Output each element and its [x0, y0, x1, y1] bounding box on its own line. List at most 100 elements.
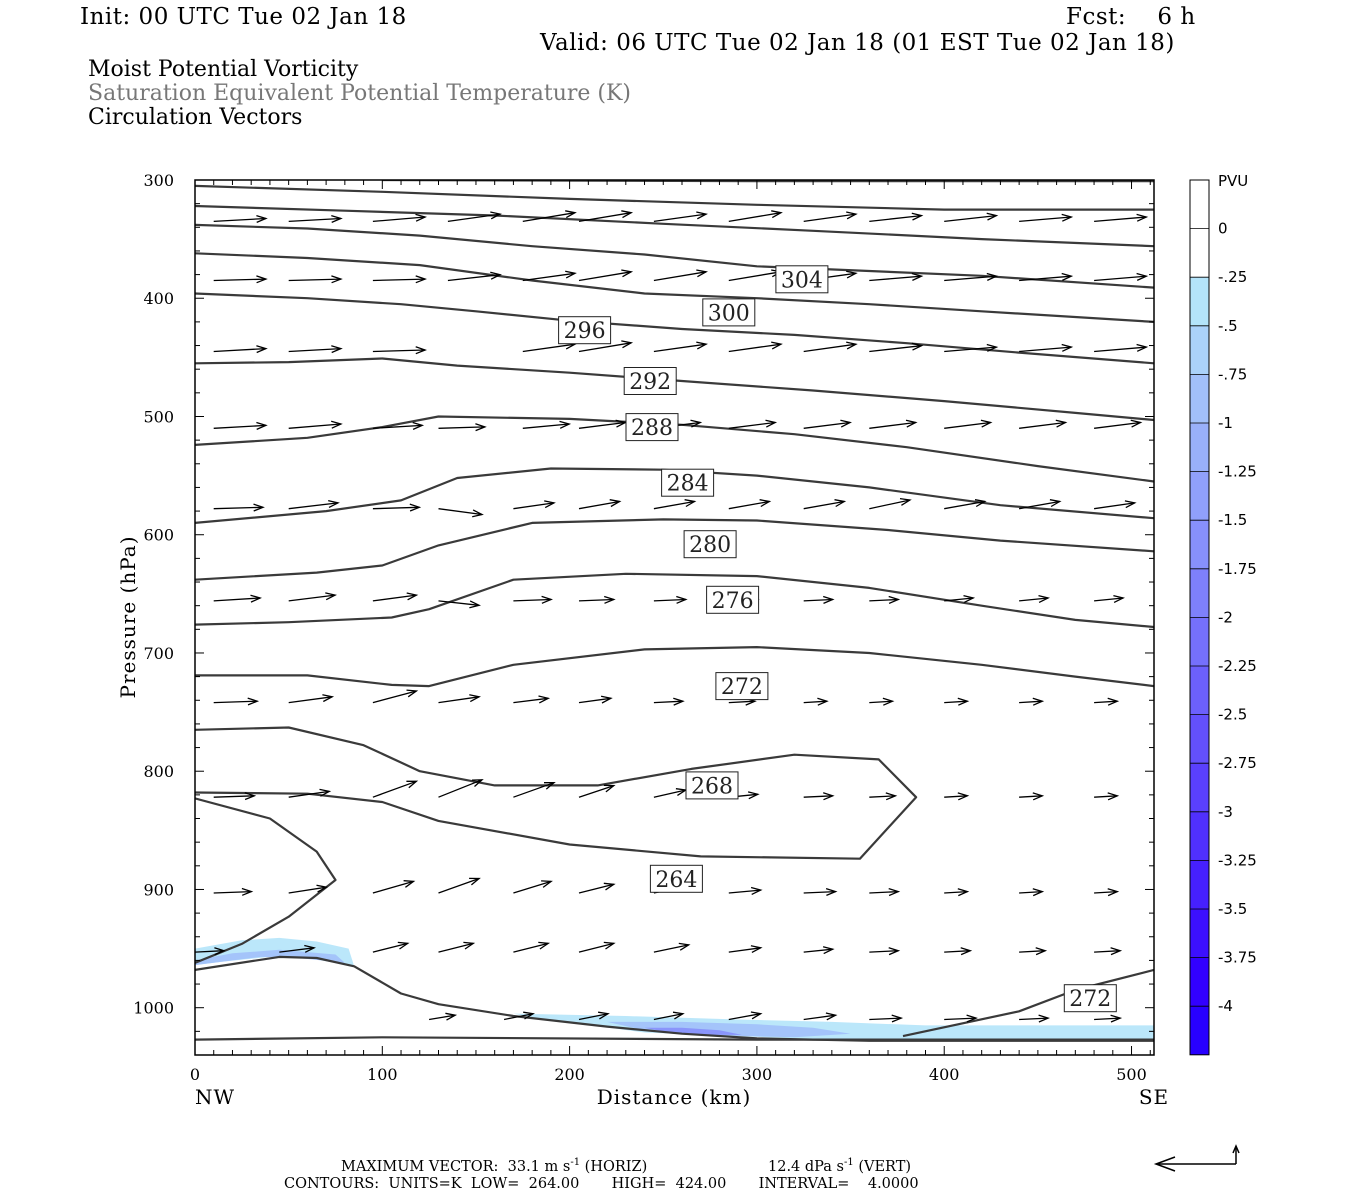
vector-head: [1107, 888, 1120, 897]
vector-4-7: [728, 499, 772, 510]
vector-9-2: [372, 941, 410, 953]
vector-head: [823, 595, 835, 604]
vector-head: [406, 592, 419, 601]
vector-0-8: [803, 211, 858, 223]
colorbar-swatch-2: [1190, 277, 1209, 326]
vector-shaft: [288, 423, 341, 429]
vector-shaft: [803, 213, 856, 223]
vector-shaft: [869, 700, 893, 704]
vector-head: [469, 600, 481, 609]
vector-head: [888, 595, 901, 604]
pv-shade-1-1: [607, 1021, 851, 1038]
vector-5-11: [1019, 594, 1050, 603]
vector-5-0: [213, 594, 262, 603]
vector-head: [1136, 213, 1149, 222]
contour-label-text: 296: [564, 319, 606, 344]
vector-head: [471, 779, 484, 787]
vector-8-9: [869, 887, 901, 897]
vector-1-5: [578, 269, 634, 282]
vector-head: [957, 792, 970, 801]
vector-head: [823, 792, 835, 801]
vector-1-11: [1019, 272, 1074, 282]
vector-shaft: [653, 598, 686, 602]
vector-head: [974, 499, 987, 508]
vector-head: [565, 270, 577, 279]
vector-shaft: [944, 275, 997, 282]
vector-shaft: [438, 508, 483, 516]
contour-label-text: 280: [689, 533, 731, 558]
vector-shaft: [522, 212, 576, 223]
vector-7-9: [869, 792, 898, 801]
vector-shaft: [1019, 950, 1046, 953]
vector-shaft: [578, 942, 614, 953]
vector-shaft: [578, 500, 620, 510]
vector-shaft: [1094, 950, 1121, 953]
colorbar-tick-label: -.75: [1218, 365, 1247, 383]
vector-head: [490, 211, 502, 220]
contour-label-box: [625, 413, 679, 442]
vector-head: [888, 947, 901, 956]
vector-shaft: [372, 594, 417, 602]
y-tick-label: 300: [143, 171, 174, 190]
colorbar-tick-label: -2: [1218, 608, 1233, 626]
colorbar-tick-label: -2.25: [1218, 657, 1257, 675]
vector-head: [256, 345, 268, 354]
y-tick-label: 500: [143, 408, 174, 427]
y-tick-label: 700: [143, 644, 174, 663]
vector-4-12: [1094, 500, 1137, 510]
vector-head: [1130, 419, 1143, 428]
vector-shaft: [869, 950, 899, 953]
vector-head: [834, 499, 847, 508]
vector-head: [986, 343, 999, 352]
vector-10-5: [803, 1012, 838, 1021]
vector-3-12: [1094, 419, 1143, 429]
vector-head: [523, 1011, 535, 1020]
vector-shaft: [578, 697, 611, 704]
pv-shading-layer: [195, 937, 1154, 1040]
vector-1-10: [944, 272, 999, 282]
vector-shaft: [372, 880, 414, 894]
vector-shaft: [803, 343, 856, 353]
init-time: Init: 00 UTC Tue 02 Jan 18: [80, 4, 407, 30]
vector-head: [1049, 499, 1062, 508]
vector-shaft: [213, 597, 261, 602]
vector-shaft: [1094, 795, 1118, 798]
vector-shaft: [1019, 1017, 1049, 1021]
x-right-end-label: SE: [1139, 1085, 1169, 1109]
vector-shaft: [447, 274, 501, 282]
vector-shaft: [944, 346, 997, 353]
vector-7-12: [1094, 792, 1120, 801]
vector-shaft: [944, 500, 985, 510]
vector-head: [1124, 500, 1137, 509]
vector-head: [603, 941, 616, 950]
vector-shaft: [503, 1013, 534, 1021]
vector-shaft: [653, 1013, 684, 1021]
vector-7-10: [944, 792, 970, 801]
vector-head: [747, 791, 760, 800]
vector-shaft: [869, 421, 916, 429]
vector-2-0: [213, 345, 268, 354]
vector-3-0: [213, 421, 268, 430]
vector-8-5: [578, 882, 616, 894]
vector-6-5: [578, 695, 613, 704]
contour-label-text: 272: [721, 675, 763, 700]
theta-contour-12: [195, 252, 1154, 323]
vector-0-10: [944, 212, 999, 223]
vector-head: [1061, 213, 1074, 222]
vector-head: [603, 882, 616, 891]
vector-2-4: [578, 340, 634, 353]
vector-7-3: [438, 779, 484, 798]
vector-9-10: [944, 947, 973, 956]
contour-label-box: [685, 771, 739, 800]
vector-shaft: [438, 696, 480, 704]
contour-label-text: 272: [1069, 987, 1111, 1012]
colorbar-tick-label: -.25: [1218, 268, 1247, 286]
vector-head: [463, 941, 476, 950]
vector-shaft: [1094, 275, 1147, 282]
vector-head: [609, 499, 622, 508]
vector-9-6: [653, 942, 691, 953]
vector-head: [544, 782, 556, 790]
vector-head: [331, 420, 343, 429]
vector-head: [1032, 792, 1045, 801]
